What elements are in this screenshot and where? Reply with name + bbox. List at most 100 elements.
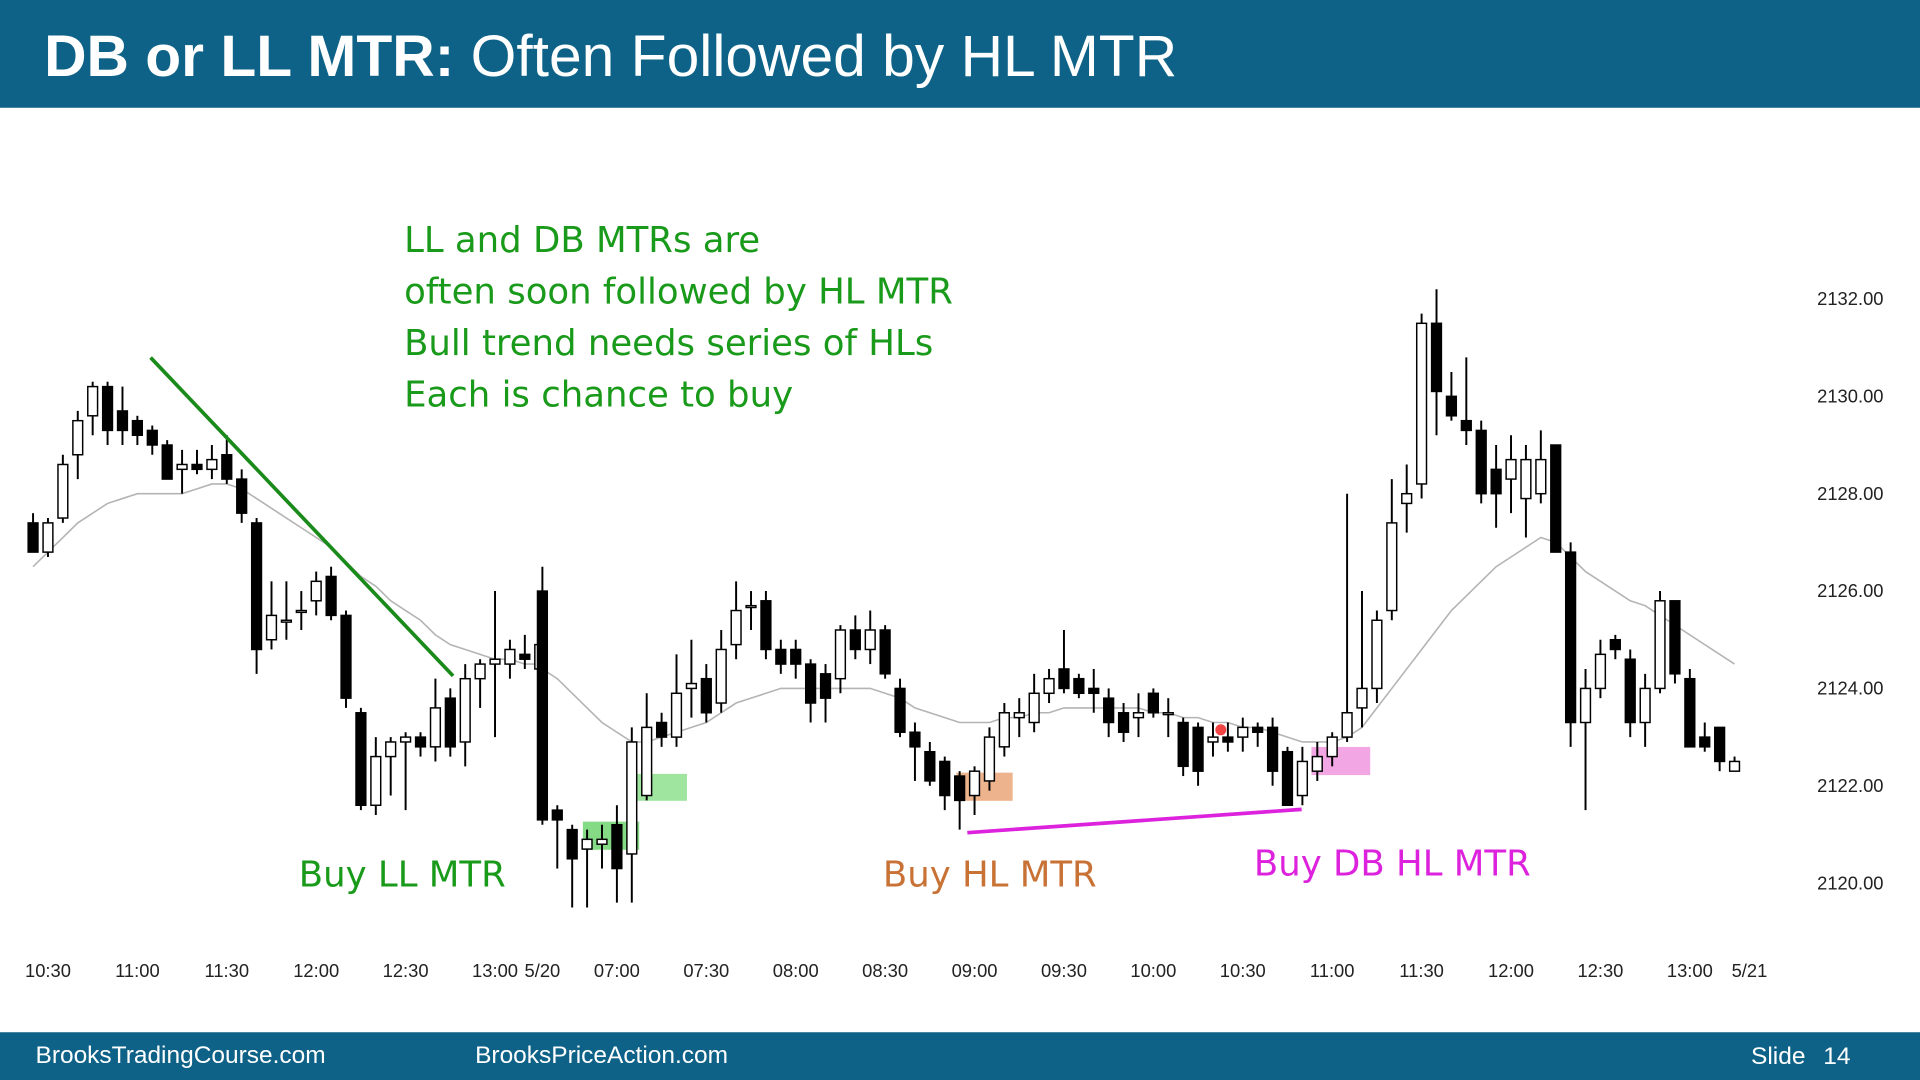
x-tick-label: 13:00	[472, 960, 518, 981]
footer-left: BrooksTradingCourse.com	[36, 1042, 326, 1069]
y-tick-label: 2130.00	[1817, 385, 1883, 406]
candle-body	[1237, 726, 1249, 738]
candle-body	[1371, 619, 1383, 690]
candle-body	[1505, 458, 1517, 480]
candle-body	[760, 600, 772, 651]
candle-body	[581, 838, 593, 850]
annotation: often soon followed by HL MTR	[404, 272, 953, 313]
candle-body	[72, 419, 84, 456]
candle-body	[834, 629, 847, 680]
x-tick-label: 10:30	[1220, 960, 1266, 981]
candle-body	[1043, 677, 1055, 695]
y-tick-label: 2126.00	[1817, 580, 1883, 601]
trend-line	[967, 807, 1302, 835]
candle-body	[1117, 712, 1130, 733]
candle-body	[1341, 712, 1353, 738]
candle-body	[1103, 697, 1115, 724]
candle-body	[745, 604, 757, 609]
x-tick-label: 12:30	[1577, 960, 1623, 981]
candle-body	[116, 410, 129, 432]
x-tick-label: 12:00	[293, 960, 339, 981]
candle-body	[879, 629, 891, 675]
candle-body	[325, 575, 337, 617]
moving-average	[32, 483, 1735, 743]
plot: 2120.00 2122.00 2124.00 2126.00 2128.00 2130.…	[25, 220, 1884, 981]
candle-body	[1132, 712, 1145, 719]
slide-number: 14	[1823, 1043, 1850, 1070]
candle-body	[1326, 736, 1338, 758]
candle-body	[1147, 692, 1160, 714]
candle-body	[626, 741, 638, 855]
candle-body	[1222, 736, 1234, 743]
x-tick-label: 11:00	[115, 960, 160, 981]
x-tick-label: 09:30	[1041, 960, 1087, 981]
candle-body	[864, 629, 876, 651]
candle-body	[894, 687, 906, 733]
candle-body	[775, 648, 787, 665]
candle-body	[1714, 726, 1726, 763]
candle-body	[399, 736, 412, 743]
candle-body	[340, 614, 352, 699]
candle-body	[1594, 653, 1607, 690]
candle-body	[1445, 395, 1458, 417]
x-tick-label: 11:30	[1399, 960, 1444, 981]
candle-body	[670, 692, 683, 738]
candle-body	[1177, 721, 1189, 768]
annotation: Each is chance to buy	[404, 375, 793, 416]
candle-body	[414, 736, 427, 748]
candle-body	[1281, 750, 1294, 806]
x-tick-label: 5/21	[1732, 960, 1768, 981]
candle-body	[489, 658, 501, 665]
candle-body	[191, 463, 203, 471]
candle-body	[954, 775, 966, 802]
x-tick-label: 11:30	[204, 960, 249, 981]
candle-body	[1058, 668, 1070, 690]
x-tick-label: 08:30	[862, 960, 908, 981]
candle-body	[1579, 687, 1592, 724]
candle-body	[280, 619, 293, 623]
annotation: Bull trend needs series of HLs	[404, 323, 933, 364]
title-rest: Often Followed by HL MTR	[471, 24, 1178, 89]
candle-body	[176, 463, 188, 471]
candle-body	[536, 590, 549, 821]
candle-body	[42, 522, 54, 553]
candle-body	[655, 721, 668, 738]
candle-body	[57, 463, 69, 519]
candle-body	[1684, 677, 1696, 748]
candle-body	[804, 663, 817, 704]
candle-body	[1311, 755, 1323, 772]
candle-body	[566, 828, 578, 860]
candle-body	[474, 663, 486, 680]
candle-body	[983, 736, 996, 782]
footer-bar	[0, 1032, 1920, 1080]
x-tick-label: 5/20	[525, 960, 561, 981]
y-tick-label: 2122.00	[1817, 775, 1883, 796]
candle-body	[730, 609, 742, 646]
candle-body	[1252, 726, 1264, 733]
x-tick-label: 10:00	[1130, 960, 1176, 981]
x-tick-label: 13:00	[1667, 960, 1713, 981]
candle-body	[968, 770, 981, 797]
candle-body	[1460, 419, 1472, 432]
annotation: Buy LL MTR	[299, 855, 506, 896]
x-tick-label: 09:00	[952, 960, 998, 981]
candle-body	[1266, 726, 1279, 772]
candle-body	[1088, 687, 1100, 695]
candle-body	[1386, 522, 1398, 612]
candle-body	[146, 429, 158, 446]
candle-body	[1550, 444, 1562, 553]
candle-body	[161, 444, 173, 480]
candle-body	[429, 707, 442, 748]
candle-body	[1624, 658, 1636, 724]
title-bold: DB or LL MTR:	[44, 24, 454, 89]
candle-body	[1669, 600, 1681, 675]
candle-body	[1296, 760, 1309, 797]
y-tick-label: 2124.00	[1817, 678, 1883, 699]
candle-body	[1430, 322, 1443, 393]
candle-body	[641, 726, 653, 797]
x-tick-label: 07:00	[594, 960, 640, 981]
candle-body	[1013, 712, 1025, 719]
candle-body	[250, 522, 263, 651]
candle-body	[1207, 736, 1219, 743]
